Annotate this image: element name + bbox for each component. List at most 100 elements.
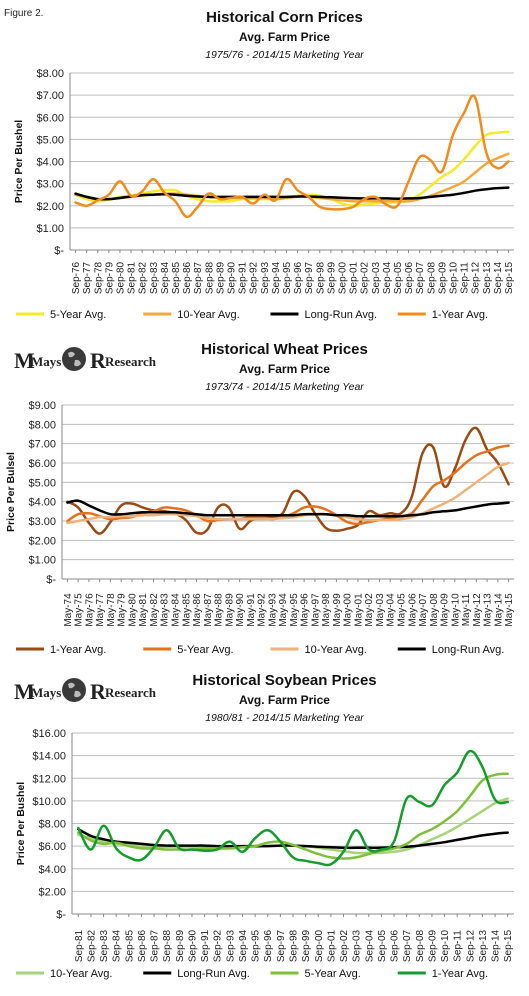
- x-tick-label: May-96: [300, 593, 311, 627]
- y-tick-label: $4.00: [36, 157, 64, 169]
- series-line: [66, 461, 510, 525]
- x-tick-label: May-90: [235, 593, 246, 627]
- x-tick-label: May-97: [310, 593, 321, 627]
- x-tick-label: Sep-00: [314, 929, 325, 962]
- x-tick-label: Sep-83: [149, 261, 160, 294]
- legend-label: Long-Run Avg.: [432, 644, 505, 656]
- x-tick-label: May-07: [418, 593, 429, 627]
- chart-subtitle: Avg. Farm Price: [239, 362, 330, 376]
- y-tick-label: $8.00: [28, 419, 56, 431]
- x-tick-label: May-82: [149, 593, 160, 627]
- x-tick-label: Sep-03: [352, 929, 363, 962]
- y-tick-label: $3.00: [28, 516, 56, 528]
- x-tick-label: May-01: [353, 593, 364, 627]
- x-tick-label: Sep-84: [160, 261, 171, 294]
- chart-title: Historical Wheat Prices: [201, 341, 368, 358]
- x-tick-label: Sep-91: [200, 929, 211, 962]
- wheat-chart-panel: M Mays R Research Historical Wheat Price…: [0, 332, 529, 662]
- y-tick-label: $5.00: [28, 477, 56, 489]
- x-tick-label: Sep-82: [86, 929, 97, 962]
- y-tick-label: $2.00: [36, 201, 64, 213]
- y-axis-label: Price Per Bulsel: [5, 452, 17, 532]
- x-tick-label: Sep-12: [471, 261, 482, 294]
- x-tick-label: May-95: [289, 593, 300, 627]
- y-tick-label: $2.00: [38, 886, 66, 898]
- x-tick-label: Sep-11: [460, 262, 471, 294]
- x-tick-label: May-76: [84, 593, 95, 627]
- x-tick-label: Sep-86: [137, 929, 148, 962]
- x-tick-label: Sep-90: [187, 929, 198, 962]
- x-tick-label: May-00: [343, 593, 354, 627]
- soybean-chart: Historical Soybean Prices Avg. Farm Price…: [15, 672, 514, 980]
- x-tick-label: Sep-08: [426, 261, 437, 294]
- x-tick-label: May-83: [160, 593, 171, 627]
- x-tick-label: Sep-97: [304, 261, 315, 294]
- y-tick-label: $6.00: [36, 112, 64, 124]
- x-tick-label: Sep-13: [482, 261, 493, 294]
- soybean-chart-panel: M Mays R Research Historical Soybean Pri…: [0, 663, 529, 996]
- legend-label: 5-Year Avg.: [305, 968, 361, 980]
- legend-label: 1-Year Avg.: [432, 968, 488, 980]
- corn-chart: Historical Corn Prices Avg. Farm Price 197…: [13, 9, 515, 321]
- x-tick-label: Sep-90: [226, 261, 237, 294]
- x-tick-label: May-11: [461, 593, 472, 626]
- legend-label: 10-Year Avg.: [305, 644, 367, 656]
- y-tick-label: $8.00: [38, 819, 66, 831]
- x-tick-label: May-03: [375, 593, 386, 627]
- x-tick-label: Sep-81: [127, 261, 138, 294]
- x-tick-label: May-04: [386, 593, 397, 627]
- x-tick-label: May-93: [267, 593, 278, 627]
- x-tick-label: Sep-95: [251, 929, 262, 962]
- wheat-chart: Historical Wheat Prices Avg. Farm Price 19…: [5, 341, 515, 656]
- x-tick-label: Sep-00: [337, 261, 348, 294]
- x-tick-label: Sep-97: [276, 929, 287, 962]
- x-tick-label: May-06: [407, 593, 418, 627]
- x-tick-label: Sep-08: [415, 929, 426, 962]
- x-tick-label: May-89: [224, 593, 235, 627]
- x-tick-label: Sep-91: [238, 261, 249, 294]
- x-tick-label: May-91: [246, 593, 257, 627]
- legend-label: 5-Year Avg.: [177, 644, 233, 656]
- y-tick-label: $16.00: [32, 728, 66, 740]
- x-tick-label: Sep-82: [138, 261, 149, 294]
- x-tick-label: May-08: [429, 593, 440, 627]
- x-tick-label: Sep-86: [182, 261, 193, 294]
- x-tick-label: May-77: [95, 593, 106, 627]
- logo-word-1: Mays: [31, 354, 62, 369]
- x-tick-label: May-99: [332, 593, 343, 627]
- x-tick-label: Sep-09: [437, 261, 448, 294]
- x-tick-label: Sep-93: [225, 929, 236, 962]
- x-tick-label: Sep-05: [377, 929, 388, 962]
- mays-research-logo: M Mays R Research: [14, 673, 156, 707]
- corn-chart-panel: Figure 2. Historical Corn Prices Avg. Far…: [0, 0, 529, 331]
- x-tick-label: Sep-93: [260, 261, 271, 294]
- x-tick-label: Sep-88: [162, 929, 173, 962]
- legend-label: 1-Year Avg.: [432, 309, 488, 321]
- y-tick-label: $6.00: [38, 841, 66, 853]
- x-tick-label: May-81: [138, 593, 149, 627]
- y-tick-label: $10.00: [32, 796, 66, 808]
- x-tick-label: Sep-77: [82, 261, 93, 294]
- x-tick-label: May-98: [321, 593, 332, 627]
- x-tick-label: Sep-98: [315, 261, 326, 294]
- x-tick-label: Sep-01: [349, 261, 360, 294]
- series-line: [74, 186, 510, 201]
- x-tick-label: May-02: [364, 593, 375, 627]
- x-tick-label: Sep-96: [263, 929, 274, 962]
- series-line: [66, 426, 510, 535]
- globe-icon: [62, 347, 86, 371]
- x-tick-label: Sep-04: [364, 929, 375, 962]
- x-tick-label: Sep-92: [213, 929, 224, 962]
- x-tick-label: May-94: [278, 593, 289, 627]
- y-axis-label: Price Per Bushel: [15, 782, 27, 866]
- x-tick-label: Sep-07: [402, 929, 413, 962]
- series-line: [77, 749, 509, 867]
- x-tick-label: Sep-76: [71, 261, 82, 294]
- legend-label: 1-Year Avg.: [50, 644, 106, 656]
- y-tick-label: $4.00: [28, 497, 56, 509]
- y-tick-label: $-: [54, 245, 64, 257]
- x-tick-label: Sep-84: [112, 929, 123, 962]
- x-tick-label: Sep-99: [301, 929, 312, 962]
- x-tick-label: May-86: [192, 593, 203, 627]
- chart-title: Historical Soybean Prices: [192, 672, 376, 689]
